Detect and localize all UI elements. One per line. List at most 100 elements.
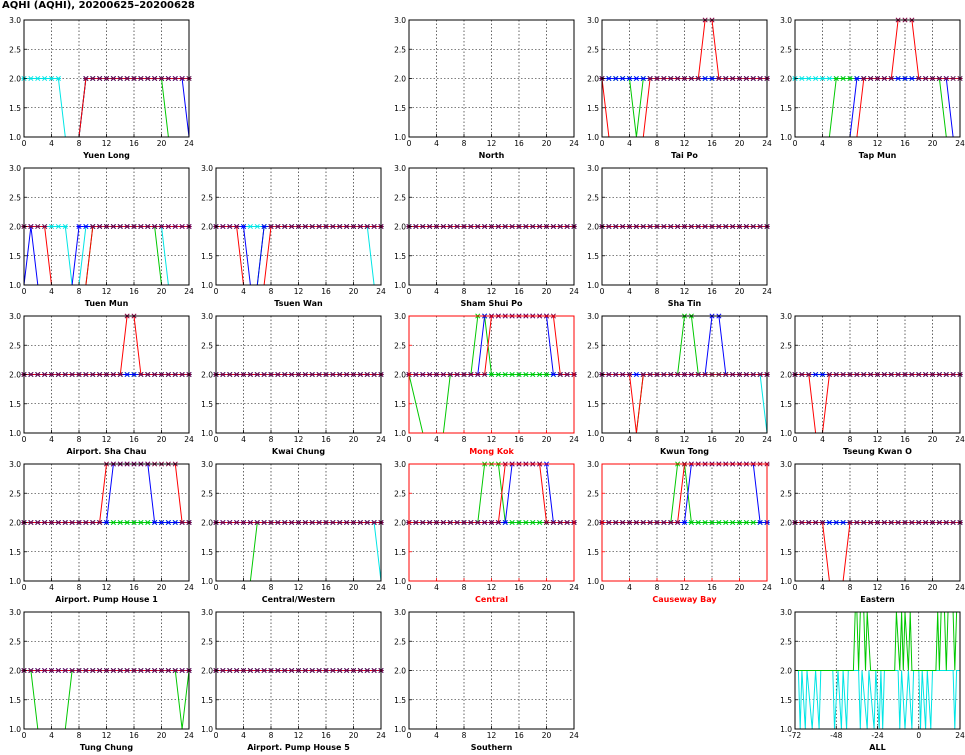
- data-point: [647, 519, 653, 526]
- data-point: [83, 223, 89, 230]
- data-point: [28, 371, 34, 378]
- x-tick-label: 20: [928, 139, 938, 148]
- data-point: [909, 371, 915, 378]
- data-point: [661, 371, 667, 378]
- data-point: [131, 371, 137, 378]
- data-point: [28, 223, 34, 230]
- data-point: [564, 519, 570, 526]
- y-tick-label: 3.0: [9, 608, 21, 617]
- x-tick-label: 24: [955, 731, 965, 740]
- panel-sha-tin: 1.0 1.5 2.0 2.5 3.0 0 4 8 12 16 20 24 Sha Tin: [587, 164, 772, 308]
- data-point: [282, 667, 288, 674]
- x-tick-label: 4: [434, 583, 439, 592]
- x-tick-label: 0: [407, 731, 412, 740]
- x-tick-label: 4: [627, 287, 632, 296]
- data-point: [840, 75, 846, 82]
- y-tick-label: 2.0: [201, 223, 213, 232]
- panel-central-western: 1.0 1.5 2.0 2.5 3.0 0 4 8 12 16 20 24 Central/Wester…: [201, 460, 386, 604]
- data-point: [723, 75, 729, 82]
- panel-title: Tai Po: [671, 151, 698, 160]
- y-tick-label: 1.5: [201, 400, 213, 409]
- data-point: [103, 371, 110, 378]
- x-tick-label: 16: [321, 731, 331, 740]
- data-point: [117, 667, 123, 674]
- data-point: [124, 667, 130, 674]
- data-point: [302, 667, 308, 674]
- x-tick-label: 0: [600, 287, 605, 296]
- x-tick-label: 24: [184, 435, 194, 444]
- data-point: [909, 519, 915, 526]
- data-point: [275, 519, 281, 526]
- data-point: [413, 223, 419, 230]
- data-point: [868, 371, 874, 378]
- data-point: [420, 223, 426, 230]
- x-tick-label: 0: [214, 731, 219, 740]
- y-tick-label: 2.0: [9, 667, 21, 676]
- panel-tuen-mun: 1.0 1.5 2.0 2.5 3.0 0 4 8 12 16 20 24 Tuen Mun: [9, 164, 194, 308]
- data-point: [950, 75, 956, 82]
- data-point: [261, 223, 267, 230]
- panel-title: Yuen Long: [82, 151, 130, 160]
- data-point: [716, 223, 722, 230]
- y-tick-label: 1.5: [587, 252, 599, 261]
- y-tick-label: 1.5: [780, 696, 792, 705]
- x-tick-label: 12: [487, 139, 497, 148]
- panel-mong-kok: 1.0 1.5 2.0 2.5 3.0 0 4 8 12 16 20 24 Mong Kok: [394, 312, 579, 456]
- data-point: [165, 75, 171, 82]
- data-point: [117, 519, 123, 526]
- data-point: [179, 667, 185, 674]
- x-tick-label: 24: [569, 731, 579, 740]
- x-tick-label: 0: [22, 287, 27, 296]
- panel-title: Sha Tin: [668, 299, 702, 308]
- x-tick-label: 4: [241, 287, 246, 296]
- x-tick-label: 0: [22, 731, 27, 740]
- x-tick-label: 12: [487, 287, 497, 296]
- x-tick-label: 24: [569, 139, 579, 148]
- data-point: [730, 519, 736, 526]
- x-tick-label: 8: [269, 287, 274, 296]
- data-point: [716, 75, 722, 82]
- data-point: [48, 223, 55, 230]
- data-point: [330, 223, 336, 230]
- data-point: [447, 223, 453, 230]
- data-point: [813, 519, 819, 526]
- y-tick-label: 2.5: [587, 489, 599, 498]
- data-point: [516, 223, 522, 230]
- y-tick-label: 3.0: [587, 312, 599, 321]
- data-point: [647, 75, 653, 82]
- x-tick-label: 4: [627, 139, 632, 148]
- data-point: [90, 519, 96, 526]
- data-point: [819, 75, 826, 82]
- data-point: [633, 371, 639, 378]
- data-point: [158, 75, 165, 82]
- data-point: [220, 223, 226, 230]
- data-point: [172, 75, 178, 82]
- data-point: [124, 519, 130, 526]
- x-tick-label: 4: [434, 435, 439, 444]
- data-point: [716, 371, 722, 378]
- data-point: [35, 223, 41, 230]
- y-tick-label: 3.0: [201, 608, 213, 617]
- panel-title: Kwai Chung: [272, 447, 325, 456]
- x-tick-label: 24: [184, 287, 194, 296]
- data-point: [543, 223, 550, 230]
- data-point: [902, 75, 908, 82]
- x-tick-label: 4: [49, 287, 54, 296]
- data-point: [936, 75, 942, 82]
- data-point: [661, 75, 667, 82]
- y-tick-label: 1.5: [9, 696, 21, 705]
- panel-central: 1.0 1.5 2.0 2.5 3.0 0 4 8 12 16 20 24 Central: [394, 460, 579, 604]
- data-point: [936, 519, 942, 526]
- data-point: [509, 519, 515, 526]
- data-point: [302, 519, 308, 526]
- y-tick-label: 2.5: [9, 637, 21, 646]
- data-point: [309, 371, 315, 378]
- x-tick-label: 20: [735, 583, 745, 592]
- x-tick-label: 8: [77, 435, 82, 444]
- x-tick-label: 16: [129, 287, 139, 296]
- data-point: [943, 371, 949, 378]
- data-point: [427, 223, 433, 230]
- data-point: [364, 371, 370, 378]
- data-point: [916, 519, 922, 526]
- data-point: [654, 75, 660, 82]
